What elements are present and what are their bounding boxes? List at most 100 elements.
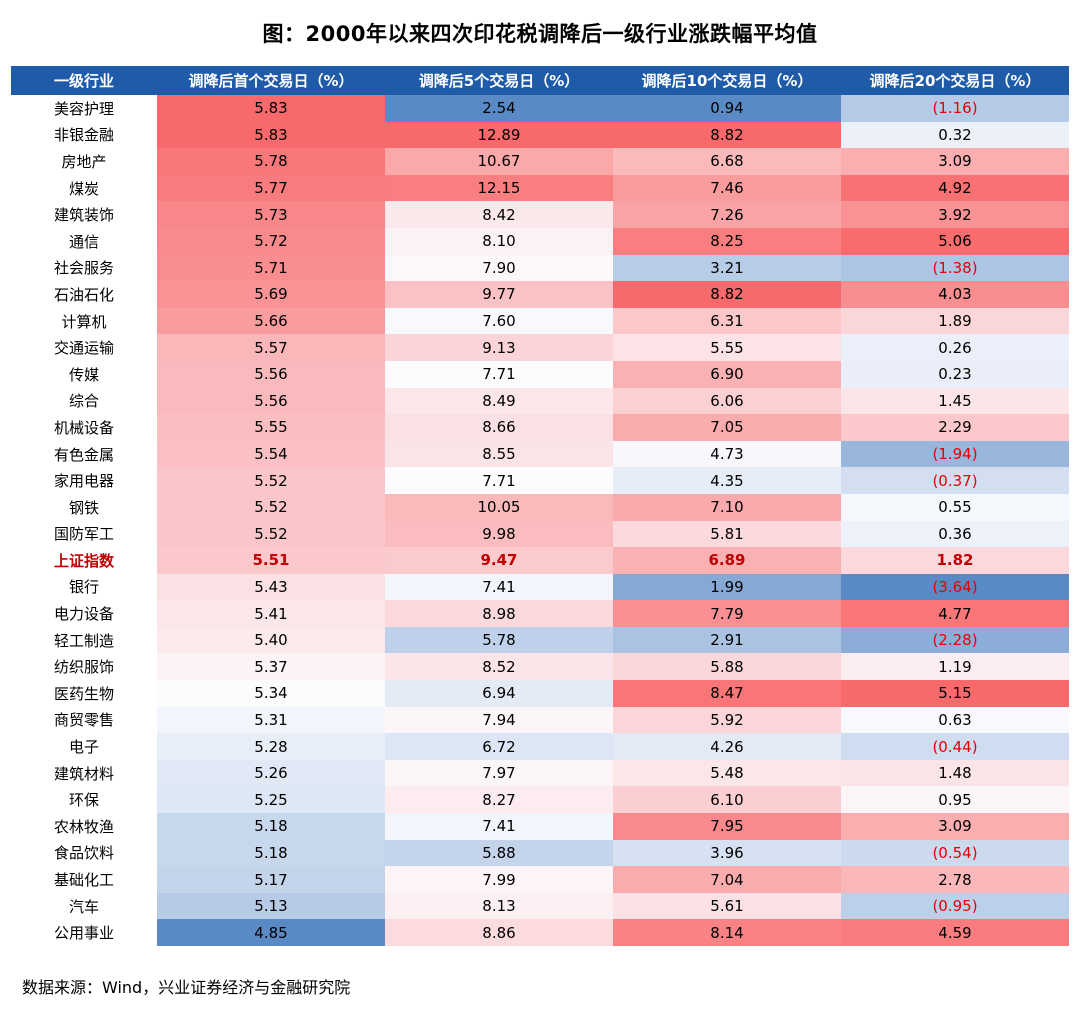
- page-title: 图：2000年以来四次印花税调降后一级行业涨跌幅平均值: [262, 22, 818, 46]
- value-cell: 3.09: [841, 813, 1069, 840]
- table-row: 美容护理 5.83 2.54 0.94 (1.16): [11, 95, 1069, 122]
- industry-name: 建筑装饰: [11, 201, 157, 228]
- value-cell: 3.21: [613, 254, 841, 282]
- value-cell: 7.99: [385, 866, 613, 893]
- value-cell: 8.13: [385, 892, 613, 920]
- value-cell: 8.66: [385, 414, 613, 441]
- value-cell: 9.77: [385, 281, 613, 308]
- value-cell: 5.83: [157, 121, 385, 149]
- table-row: 交通运输 5.57 9.13 5.55 0.26: [11, 334, 1069, 361]
- value-cell: 8.49: [385, 387, 613, 415]
- value-cell: 9.13: [385, 334, 613, 361]
- value-cell: 5.69: [157, 281, 385, 308]
- value-cell: (0.95): [841, 892, 1069, 920]
- table-row: 建筑装饰 5.73 8.42 7.26 3.92: [11, 201, 1069, 228]
- value-cell: 5.31: [157, 706, 385, 734]
- industry-name: 食品饮料: [11, 839, 157, 867]
- value-cell: 5.55: [613, 334, 841, 361]
- value-cell: 6.10: [613, 786, 841, 814]
- table-row: 通信 5.72 8.10 8.25 5.06: [11, 227, 1069, 255]
- industry-name: 农林牧渔: [11, 813, 157, 840]
- table-row: 轻工制造 5.40 5.78 2.91 (2.28): [11, 626, 1069, 654]
- industry-name: 银行: [11, 573, 157, 601]
- industry-name: 非银金融: [11, 121, 157, 149]
- value-cell: 2.29: [841, 414, 1069, 441]
- value-cell: 5.28: [157, 733, 385, 760]
- value-cell: 0.55: [841, 493, 1069, 521]
- value-cell: 5.55: [157, 414, 385, 441]
- value-cell: 1.19: [841, 653, 1069, 681]
- industry-name: 商贸零售: [11, 706, 157, 734]
- value-cell: (1.16): [841, 95, 1069, 122]
- industry-name: 煤炭: [11, 174, 157, 202]
- value-cell: 5.52: [157, 493, 385, 521]
- value-cell: 12.89: [385, 121, 613, 149]
- value-cell: (0.37): [841, 467, 1069, 494]
- value-cell: (0.44): [841, 733, 1069, 760]
- header-day10: 调降后10个交易日（%）: [613, 66, 841, 95]
- value-cell: 5.52: [157, 467, 385, 494]
- industry-name: 房地产: [11, 148, 157, 175]
- value-cell: 0.94: [613, 95, 841, 122]
- value-cell: 7.95: [613, 813, 841, 840]
- value-cell: 2.54: [385, 95, 613, 122]
- table-row: 机械设备 5.55 8.66 7.05 2.29: [11, 414, 1069, 441]
- value-cell: 12.15: [385, 174, 613, 202]
- value-cell: 10.67: [385, 148, 613, 175]
- value-cell: 5.37: [157, 653, 385, 681]
- value-cell: 4.03: [841, 281, 1069, 308]
- industry-name: 纺织服饰: [11, 653, 157, 681]
- value-cell: 8.98: [385, 600, 613, 627]
- value-cell: 4.35: [613, 467, 841, 494]
- value-cell: 5.41: [157, 600, 385, 627]
- industry-name: 石油石化: [11, 281, 157, 308]
- table-row: 电力设备 5.41 8.98 7.79 4.77: [11, 600, 1069, 627]
- industry-name: 家用电器: [11, 467, 157, 494]
- industry-name: 计算机: [11, 307, 157, 335]
- header-day1: 调降后首个交易日（%）: [157, 66, 385, 95]
- value-cell: 5.40: [157, 626, 385, 654]
- value-cell: 8.82: [613, 281, 841, 308]
- value-cell: 8.47: [613, 680, 841, 707]
- table-row: 银行 5.43 7.41 1.99 (3.64): [11, 573, 1069, 601]
- value-cell: 5.17: [157, 866, 385, 893]
- value-cell: 1.89: [841, 307, 1069, 335]
- value-cell: 5.88: [613, 653, 841, 681]
- value-cell: 1.45: [841, 387, 1069, 415]
- value-cell: 5.25: [157, 786, 385, 814]
- value-cell: 1.48: [841, 759, 1069, 787]
- value-cell: 5.13: [157, 892, 385, 920]
- value-cell: 7.10: [613, 493, 841, 521]
- value-cell: (2.28): [841, 626, 1069, 654]
- table-row: 公用事业 4.85 8.86 8.14 4.59: [11, 919, 1069, 946]
- industry-name: 轻工制造: [11, 626, 157, 654]
- industry-name: 通信: [11, 227, 157, 255]
- value-cell: 7.71: [385, 467, 613, 494]
- value-cell: 8.86: [385, 919, 613, 946]
- value-cell: 8.82: [613, 121, 841, 149]
- value-cell: 3.96: [613, 839, 841, 867]
- value-cell: 7.90: [385, 254, 613, 282]
- value-cell: 8.42: [385, 201, 613, 228]
- table-row: 社会服务 5.71 7.90 3.21 (1.38): [11, 254, 1069, 282]
- industry-name: 环保: [11, 786, 157, 814]
- header-industry: 一级行业: [11, 66, 157, 95]
- table-row: 有色金属 5.54 8.55 4.73 (1.94): [11, 440, 1069, 468]
- value-cell: 5.06: [841, 227, 1069, 255]
- industry-name: 社会服务: [11, 254, 157, 282]
- value-cell: 5.57: [157, 334, 385, 361]
- value-cell: 7.79: [613, 600, 841, 627]
- value-cell: 8.52: [385, 653, 613, 681]
- table-row: 上证指数 5.51 9.47 6.89 1.82: [11, 547, 1069, 574]
- value-cell: 0.95: [841, 786, 1069, 814]
- value-cell: 6.72: [385, 733, 613, 760]
- value-cell: 6.06: [613, 387, 841, 415]
- value-cell: 5.56: [157, 387, 385, 415]
- value-cell: 5.66: [157, 307, 385, 335]
- table-row: 医药生物 5.34 6.94 8.47 5.15: [11, 680, 1069, 707]
- industry-name: 电子: [11, 733, 157, 760]
- value-cell: (1.38): [841, 254, 1069, 282]
- value-cell: (3.64): [841, 573, 1069, 601]
- table-header-row: 一级行业 调降后首个交易日（%） 调降后5个交易日（%） 调降后10个交易日（%…: [11, 66, 1069, 95]
